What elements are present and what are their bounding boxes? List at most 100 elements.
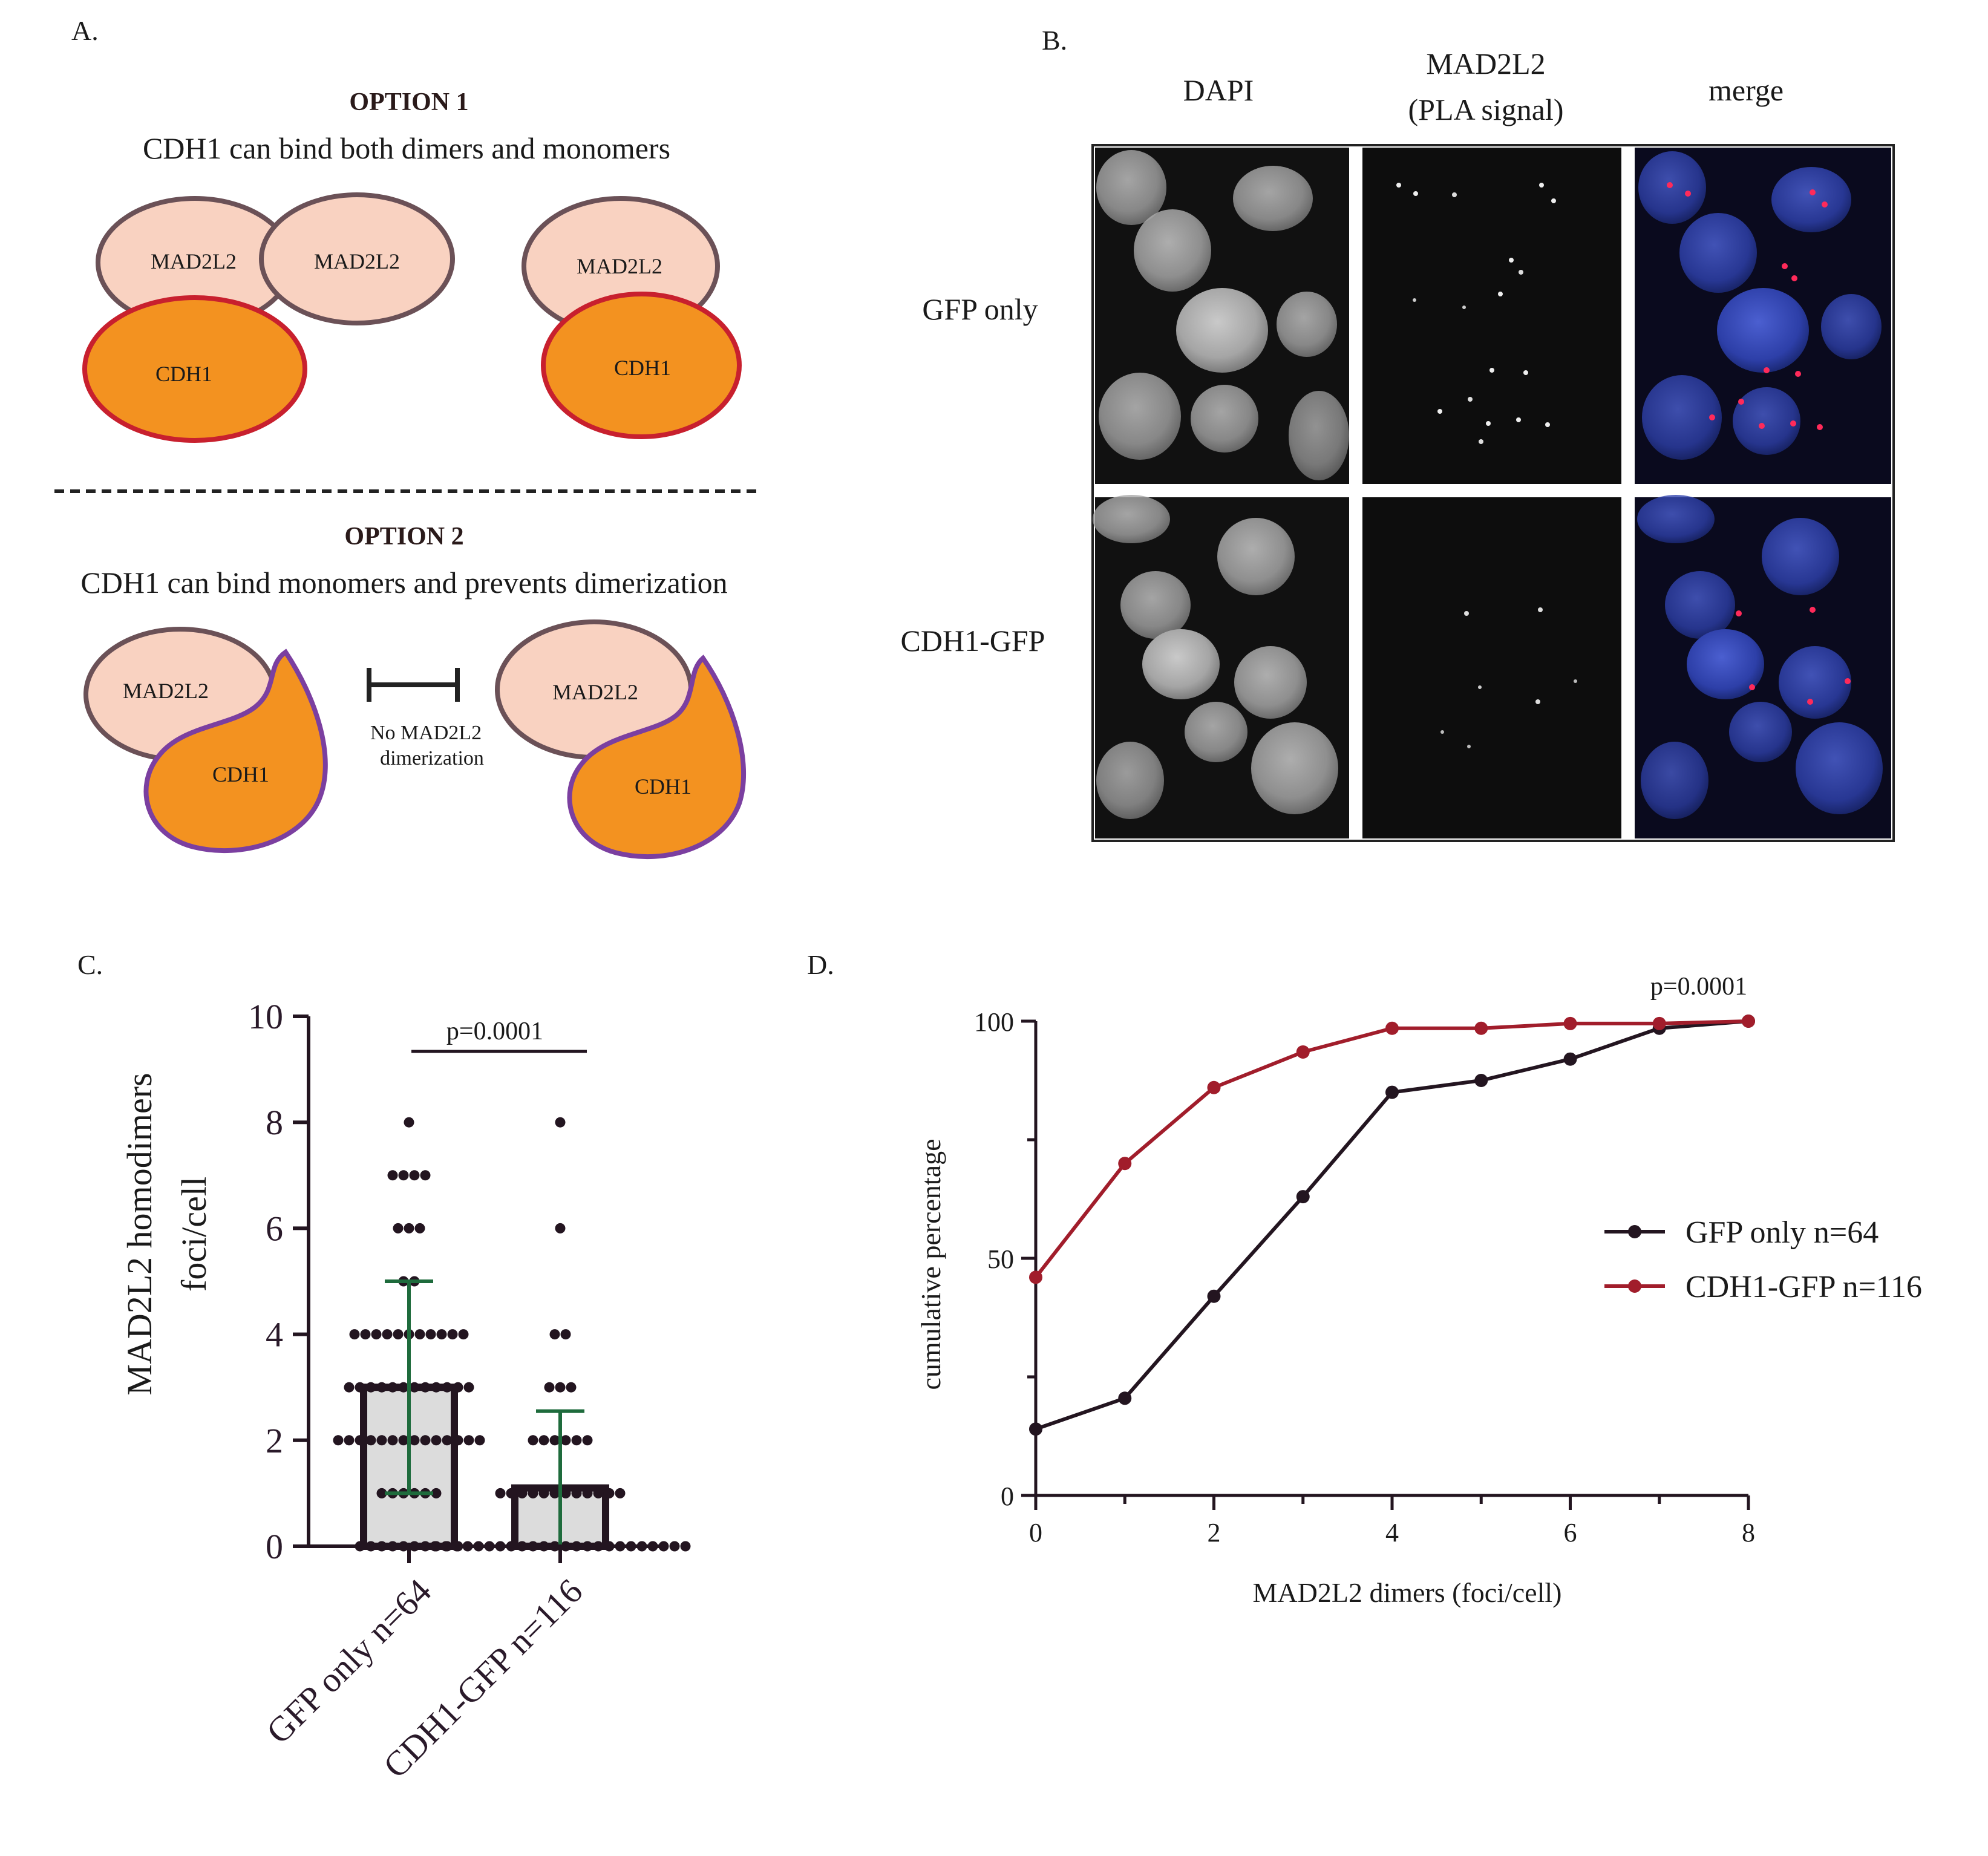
chart-d-axes: 0 50 100 0 2 4 6 8 xyxy=(974,1007,1755,1547)
data-point xyxy=(393,1329,404,1340)
data-point xyxy=(528,1488,538,1498)
y-tick-label: 100 xyxy=(974,1007,1014,1037)
cdh1-blob xyxy=(143,649,328,853)
panel-b: B. DAPI MAD2L2 (PLA signal) merge GFP on… xyxy=(901,25,1895,842)
data-point xyxy=(495,1488,506,1498)
chart-c-y-axis: 0 2 4 6 8 10 xyxy=(248,997,310,1566)
data-point xyxy=(365,1435,376,1446)
chart-c-pvalue: p=0.0001 xyxy=(446,1018,543,1045)
chart-c-ylabel-line2: foci/cell xyxy=(174,1177,214,1292)
data-point xyxy=(582,1435,593,1446)
chart-d-xlabel: MAD2L2 dimers (foci/cell) xyxy=(1253,1577,1562,1608)
data-point xyxy=(571,1435,582,1446)
data-point xyxy=(425,1329,436,1340)
cdh1-label: CDH1 xyxy=(614,356,671,380)
series-point xyxy=(1563,1016,1577,1030)
micrograph-pla-cdh1 xyxy=(1362,497,1621,838)
series-point xyxy=(1474,1021,1488,1035)
data-point xyxy=(555,1382,566,1393)
data-point xyxy=(463,1382,474,1393)
data-point xyxy=(528,1435,538,1446)
row-label-gfp-only: GFP only xyxy=(922,292,1038,326)
data-point xyxy=(463,1435,474,1446)
y-tick-label: 0 xyxy=(1001,1482,1014,1511)
series-point xyxy=(1742,1015,1755,1028)
cdh1-blob xyxy=(541,292,742,439)
data-point xyxy=(387,1382,398,1393)
data-point xyxy=(442,1435,453,1446)
x-tick-label: 0 xyxy=(1029,1518,1042,1547)
data-point xyxy=(387,1170,398,1181)
series-point xyxy=(1029,1270,1042,1284)
micrograph-merge-cdh1 xyxy=(1635,495,1891,838)
y-tick-label: 2 xyxy=(266,1421,283,1460)
data-point xyxy=(420,1170,431,1181)
data-point xyxy=(371,1329,382,1340)
series-point xyxy=(1296,1045,1310,1059)
x-tick-label: 4 xyxy=(1385,1518,1399,1547)
data-point xyxy=(458,1329,469,1340)
data-point xyxy=(680,1541,691,1552)
micrograph-merge-gfp xyxy=(1635,148,1891,484)
option1-title: OPTION 1 xyxy=(349,88,468,116)
data-point xyxy=(333,1435,344,1446)
series-point xyxy=(1296,1190,1310,1204)
legend-label: CDH1-GFP n=116 xyxy=(1686,1270,1922,1304)
mad2l2-label: MAD2L2 xyxy=(577,254,662,278)
data-point xyxy=(360,1329,371,1340)
series-point xyxy=(1563,1052,1577,1066)
data-point xyxy=(355,1435,365,1446)
series-line xyxy=(1035,1019,1749,1431)
data-point xyxy=(431,1382,442,1393)
chart-d-ylabel: cumulative percentage xyxy=(915,1139,946,1390)
chart-c-error-bars xyxy=(385,1279,584,1546)
option2-description: CDH1 can bind monomers and prevents dime… xyxy=(80,566,727,600)
data-point xyxy=(376,1435,387,1446)
data-point xyxy=(517,1488,528,1498)
series-point xyxy=(1652,1016,1666,1030)
data-point xyxy=(365,1382,376,1393)
chart-c-ylabel-line1: MAD2L2 homodimers xyxy=(120,1073,159,1395)
data-point xyxy=(431,1435,442,1446)
data-point xyxy=(571,1488,582,1498)
series-point xyxy=(1207,1080,1221,1094)
data-point xyxy=(538,1488,549,1498)
data-point xyxy=(349,1329,360,1340)
micrograph-pla-gfp xyxy=(1362,148,1621,484)
option2-left-complex: MAD2L2 CDH1 xyxy=(83,627,328,853)
y-tick-label: 4 xyxy=(266,1315,283,1354)
mad2l2-label: MAD2L2 xyxy=(151,249,237,273)
data-point xyxy=(420,1382,431,1393)
row-label-cdh1-gfp: CDH1-GFP xyxy=(901,624,1045,658)
no-dimerization-text: No MAD2L2 xyxy=(370,722,482,744)
data-point xyxy=(555,1223,566,1234)
data-point xyxy=(387,1435,398,1446)
mad2l2-blob xyxy=(259,192,455,325)
panel-a: A. OPTION 1 CDH1 can bind both dimers an… xyxy=(54,15,759,859)
data-point xyxy=(431,1488,442,1498)
data-point xyxy=(414,1329,425,1340)
chart-d-pvalue: p=0.0001 xyxy=(1650,973,1747,1001)
y-tick-label: 50 xyxy=(987,1244,1014,1274)
data-point xyxy=(382,1329,393,1340)
data-point xyxy=(344,1382,355,1393)
column-header-mad2l2-line1: MAD2L2 xyxy=(1426,47,1545,80)
data-point xyxy=(549,1329,560,1340)
legend-marker xyxy=(1628,1279,1641,1293)
data-point xyxy=(453,1435,463,1446)
x-tick-label: 8 xyxy=(1742,1518,1755,1547)
chart-d-legend: GFP only n=64 CDH1-GFP n=116 xyxy=(1604,1215,1922,1304)
y-tick-label: 6 xyxy=(266,1209,283,1248)
data-point xyxy=(555,1117,566,1128)
series-point xyxy=(1029,1422,1042,1436)
data-point xyxy=(566,1382,577,1393)
option2-right-complex: MAD2L2 CDH1 xyxy=(495,619,747,859)
data-point xyxy=(409,1170,420,1181)
x-tick-label: 6 xyxy=(1564,1518,1577,1547)
legend-label: GFP only n=64 xyxy=(1686,1215,1878,1250)
cdh1-label: CDH1 xyxy=(212,762,269,786)
data-point xyxy=(474,1435,485,1446)
chart-d-series xyxy=(1029,1015,1755,1436)
